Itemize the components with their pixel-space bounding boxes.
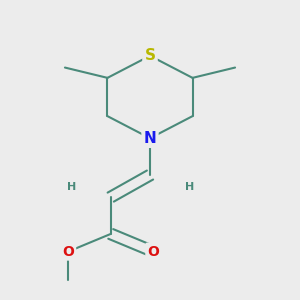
Text: H: H <box>184 182 194 192</box>
Text: O: O <box>62 244 74 259</box>
Text: O: O <box>147 244 159 259</box>
Text: N: N <box>144 131 156 146</box>
Text: H: H <box>67 182 76 192</box>
Text: S: S <box>145 48 155 63</box>
